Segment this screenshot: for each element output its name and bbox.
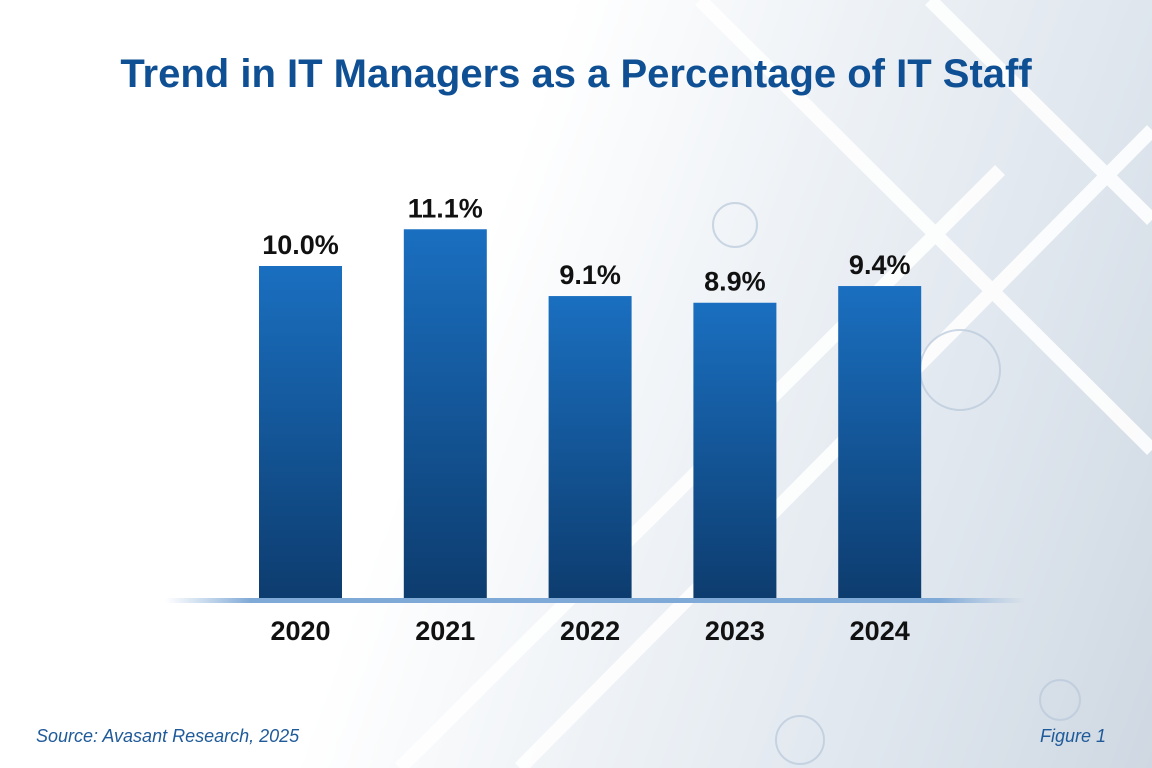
- source-note: Source: Avasant Research, 2025: [36, 726, 300, 746]
- bar-2022: [548, 296, 632, 600]
- x-tick-label-2024: 2024: [850, 616, 910, 646]
- chart-title: Trend in IT Managers as a Percentage of …: [120, 52, 1032, 96]
- x-tick-label-2023: 2023: [705, 616, 765, 646]
- data-label-2022: 9.1%: [559, 260, 621, 290]
- bar-2020: [259, 266, 342, 600]
- data-label-2021: 11.1%: [408, 193, 483, 223]
- x-tick-label-2022: 2022: [560, 616, 620, 646]
- figure-label: Figure 1: [1039, 726, 1106, 746]
- data-label-2020: 10.0%: [262, 230, 339, 260]
- x-tick-label-2020: 2020: [270, 616, 330, 646]
- x-axis-baseline: [165, 598, 1025, 603]
- x-tick-label-2021: 2021: [415, 616, 475, 646]
- bar-2023: [693, 302, 777, 600]
- data-label-2024: 9.4%: [849, 250, 911, 280]
- data-label-2023: 8.9%: [704, 267, 766, 297]
- bar-2024: [838, 286, 922, 600]
- bar-2021: [403, 229, 487, 600]
